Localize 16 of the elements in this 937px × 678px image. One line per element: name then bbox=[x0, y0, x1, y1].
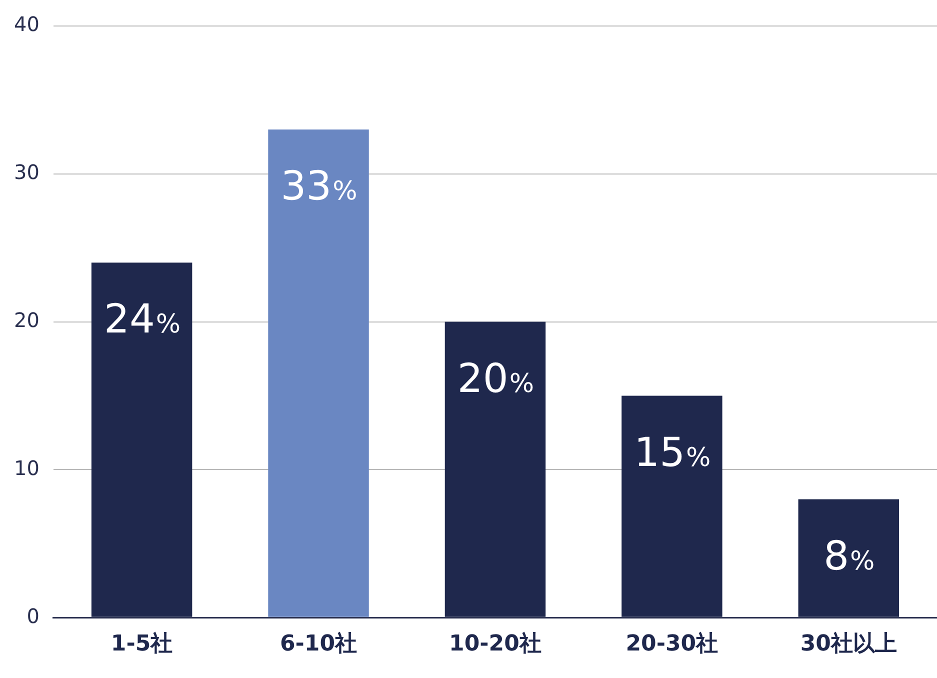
data-label: 8% bbox=[824, 533, 875, 580]
bar bbox=[268, 130, 369, 617]
data-label: 20% bbox=[457, 356, 534, 402]
y-tick-label: 0 bbox=[26, 604, 40, 628]
y-tick-label: 10 bbox=[14, 456, 40, 480]
data-label: 33% bbox=[280, 164, 358, 210]
x-tick-label: 6-10社 bbox=[280, 632, 358, 657]
x-tick-label: 30社以上 bbox=[800, 632, 897, 657]
data-label: 24% bbox=[104, 296, 181, 343]
data-label: 15% bbox=[634, 430, 711, 476]
y-tick-label: 40 bbox=[14, 12, 40, 36]
x-tick-label: 1-5社 bbox=[110, 632, 173, 657]
y-tick-label: 20 bbox=[14, 308, 40, 332]
y-tick-label: 30 bbox=[14, 160, 40, 184]
x-tick-label: 20-30社 bbox=[626, 632, 718, 657]
x-tick-label: 10-20社 bbox=[449, 632, 542, 657]
